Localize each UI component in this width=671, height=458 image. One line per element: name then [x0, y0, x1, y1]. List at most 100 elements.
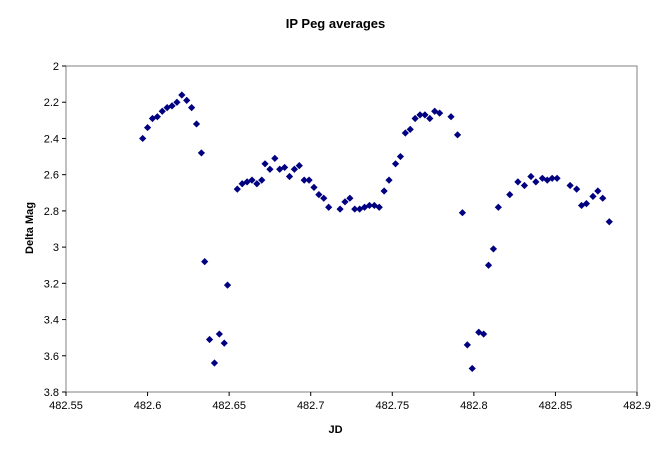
data-point: [416, 111, 424, 119]
data-point: [205, 335, 214, 344]
x-tick-label: 482.6: [134, 400, 162, 412]
data-point: [173, 98, 181, 106]
data-point: [356, 205, 364, 213]
data-point: [385, 176, 393, 184]
data-point: [458, 209, 467, 217]
data-point: [271, 154, 279, 162]
data-point: [158, 107, 166, 115]
data-point: [233, 185, 241, 193]
data-point: [261, 160, 269, 168]
data-point: [139, 134, 147, 143]
y-tick-label: 3.8: [44, 387, 59, 399]
data-point: [489, 245, 498, 253]
data-point: [168, 102, 176, 110]
data-point: [401, 129, 409, 137]
x-tick-label: 482.7: [297, 400, 325, 412]
data-point: [421, 111, 429, 119]
data-point: [406, 125, 414, 133]
data-point: [532, 178, 540, 186]
data-point: [197, 149, 206, 157]
data-point: [538, 174, 546, 182]
y-tick-label: 2: [53, 61, 59, 73]
data-point: [426, 114, 434, 123]
data-point: [463, 341, 471, 349]
data-point: [468, 364, 476, 373]
data-point: [188, 104, 196, 112]
data-point: [380, 187, 388, 195]
x-tick-label: 482.85: [539, 400, 573, 412]
y-tick-label: 3.4: [44, 315, 59, 327]
x-tick-label: 482.75: [375, 400, 409, 412]
data-point: [258, 176, 266, 184]
data-point: [310, 183, 318, 191]
data-point: [215, 330, 223, 338]
data-point: [375, 203, 383, 211]
data-point: [325, 203, 333, 211]
data-point: [178, 91, 186, 99]
data-point: [346, 194, 354, 202]
data-point: [295, 162, 303, 170]
data-point: [605, 218, 613, 226]
data-point: [153, 113, 161, 121]
data-point: [320, 194, 328, 202]
data-point: [201, 258, 209, 266]
x-axis: 482.55 482.6 482.65 482.7 482.75 482.8 482.85 4…: [49, 392, 651, 412]
data-point: [494, 203, 502, 211]
data-point: [341, 198, 349, 206]
data-series: [139, 91, 613, 373]
data-point: [411, 114, 419, 123]
data-point: [566, 181, 574, 190]
data-point: [480, 330, 488, 338]
data-point: [553, 174, 561, 182]
data-point: [210, 359, 219, 367]
data-point: [447, 113, 455, 121]
x-tick-label: 482.65: [212, 400, 246, 412]
data-point: [573, 185, 581, 193]
data-point: [281, 163, 289, 172]
data-point: [506, 190, 514, 199]
data-point: [453, 131, 462, 139]
y-tick-label: 2.6: [44, 170, 59, 182]
data-point: [396, 152, 405, 161]
data-point: [360, 203, 369, 211]
data-point: [220, 339, 228, 347]
y-tick-label: 3.6: [44, 351, 59, 363]
y-tick-label: 2.8: [44, 206, 59, 218]
data-point: [305, 176, 313, 184]
data-point: [435, 109, 444, 117]
y-tick-label: 3: [53, 242, 59, 254]
y-axis: 2 2.2 2.4 2.6 2.8 3 3.2 3.4 3.6 3.8: [44, 61, 66, 399]
data-point: [589, 192, 597, 200]
x-axis-title: JD: [328, 424, 343, 436]
data-point: [248, 176, 256, 184]
y-tick-label: 2.2: [44, 97, 59, 109]
data-point: [315, 190, 323, 199]
data-point: [192, 120, 201, 128]
x-tick-label: 482.8: [460, 400, 488, 412]
data-point: [548, 174, 556, 182]
data-point: [223, 281, 232, 289]
data-point: [391, 160, 400, 168]
data-point: [143, 123, 152, 132]
plot-area: [65, 65, 638, 393]
y-tick-label: 2.4: [44, 133, 59, 145]
x-tick-label: 482.9: [623, 400, 651, 412]
data-point: [520, 181, 529, 190]
data-point: [527, 172, 535, 181]
data-point: [285, 172, 294, 181]
y-tick-label: 3.2: [44, 278, 59, 290]
data-point: [300, 176, 308, 184]
data-point: [266, 165, 274, 173]
data-point: [183, 96, 191, 105]
data-point: [276, 165, 284, 173]
x-tick-label: 482.55: [49, 400, 83, 412]
data-point: [484, 261, 493, 269]
data-point: [253, 180, 261, 188]
data-point: [514, 178, 522, 186]
data-point: [351, 205, 359, 213]
data-point: [599, 194, 607, 202]
data-point: [582, 200, 591, 208]
data-point: [594, 187, 602, 195]
data-point: [290, 165, 298, 173]
